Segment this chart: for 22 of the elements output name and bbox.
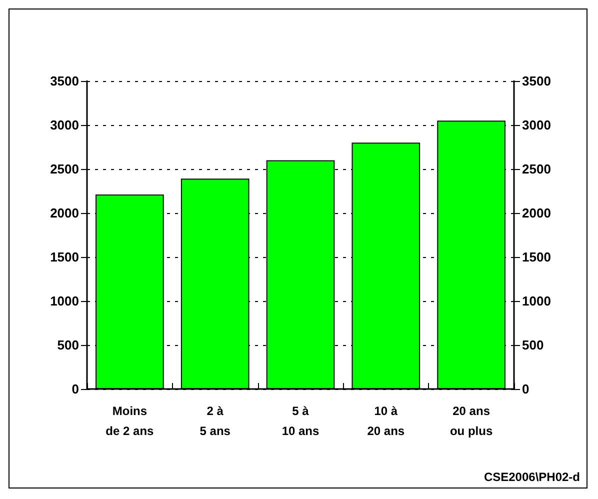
y2-tick-label: 2500: [522, 162, 551, 176]
y2-tick-label: 1500: [522, 250, 551, 264]
y2-tick-label: 1000: [522, 294, 551, 308]
y-tick-label: 1000: [50, 294, 79, 308]
y2-tick-label: 0: [522, 382, 530, 396]
text: CSE2006\PH02-d: [484, 470, 580, 484]
y2-tick-label: 2000: [522, 206, 551, 220]
x-tick-label: 20 ans ou plus: [450, 404, 493, 438]
y-tick-label: 0: [72, 382, 79, 396]
x-tick-label: 2 à 5 ans: [200, 404, 231, 438]
y-tick-label: 500: [57, 338, 79, 352]
x-tick-label: 5 à 10 ans: [282, 404, 320, 438]
y-tick-label: 2500: [50, 162, 79, 176]
y-tick-label: 2000: [50, 206, 79, 220]
y-tick-label: 3000: [50, 118, 79, 132]
y2-tick-label: 3000: [522, 118, 551, 132]
x-tick-label: Moins de 2 ans: [106, 404, 154, 438]
y-tick-label: 3500: [50, 74, 79, 88]
y2-tick-label: 500: [522, 338, 544, 352]
y2-tick-label: 3500: [522, 74, 551, 88]
y-tick-label: 1500: [50, 250, 79, 264]
x-tick-label: 10 à 20 ans: [367, 404, 405, 438]
